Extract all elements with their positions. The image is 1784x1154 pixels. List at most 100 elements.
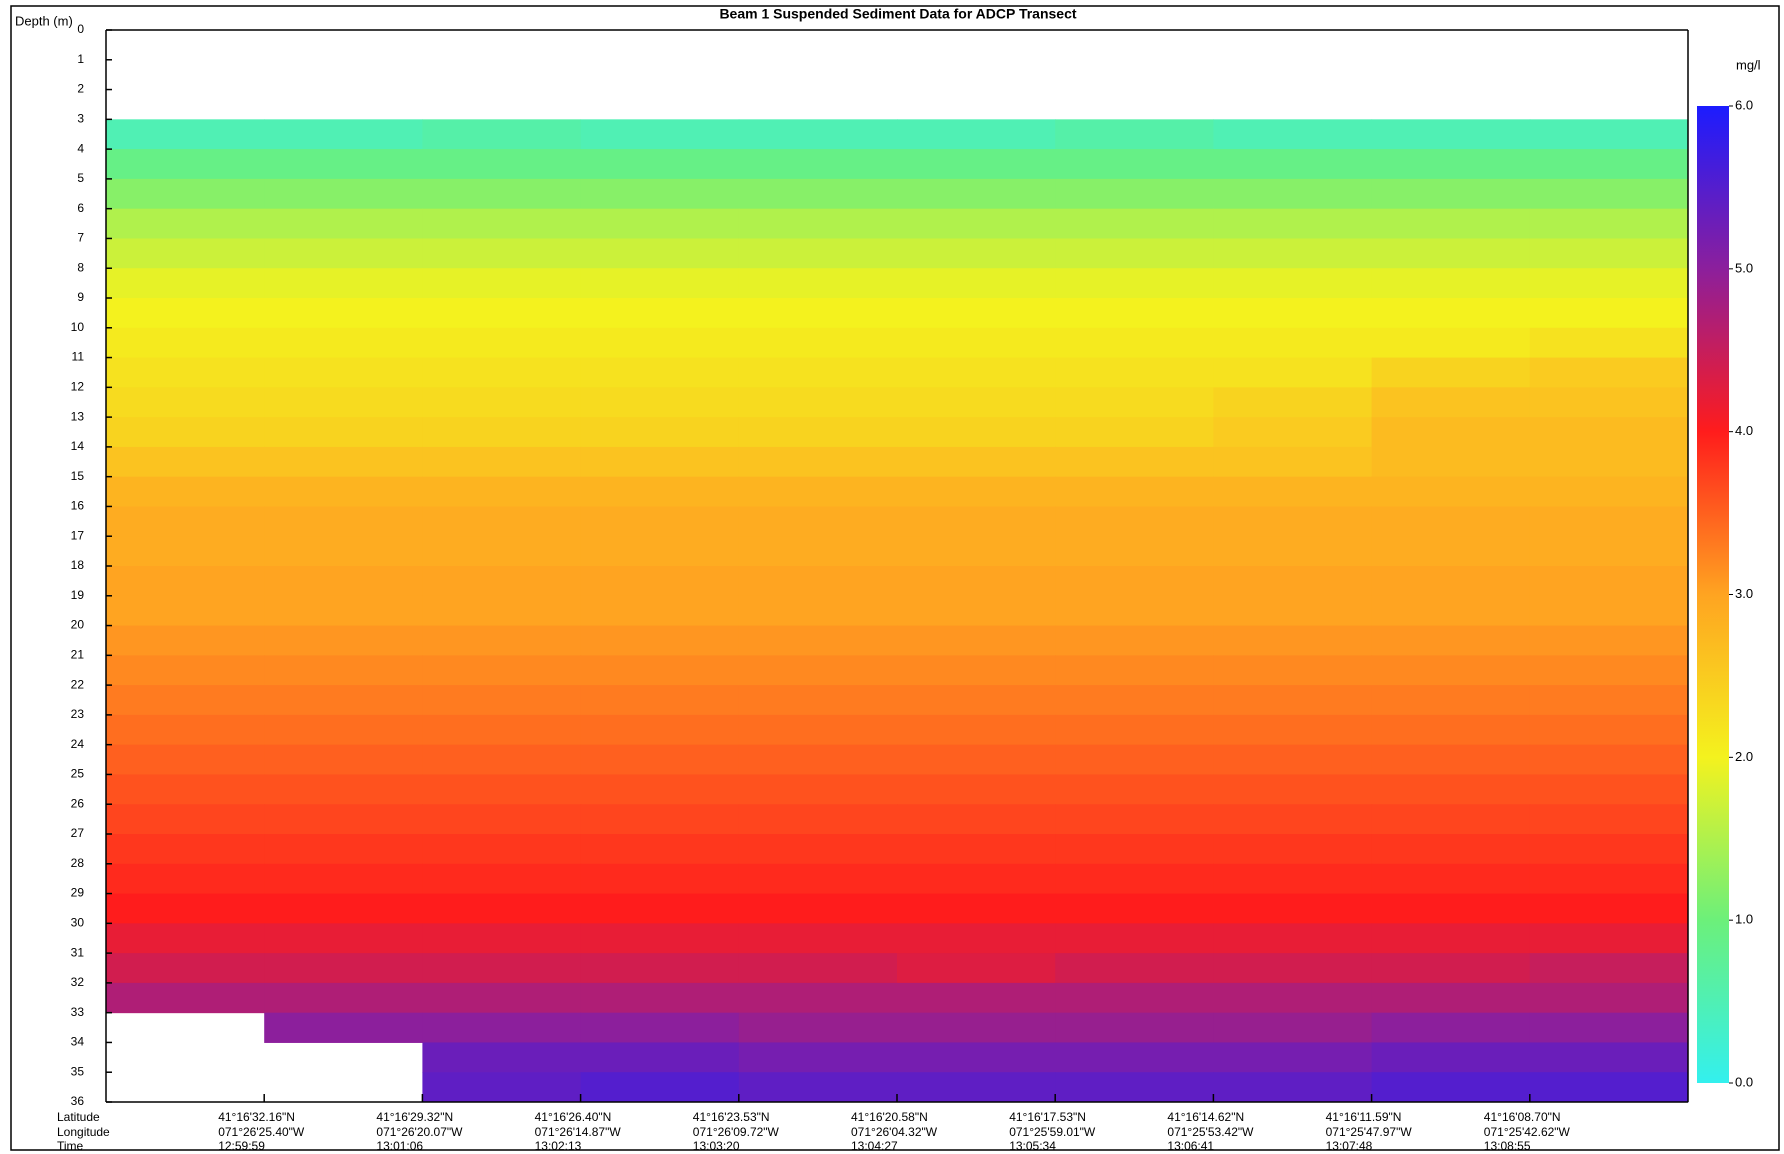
heatmap-cell bbox=[422, 298, 582, 329]
heatmap-cell bbox=[1213, 417, 1373, 448]
y-tick-label: 3 bbox=[77, 112, 84, 126]
heatmap-cell bbox=[1213, 1042, 1373, 1073]
heatmap-cell bbox=[897, 982, 1056, 1014]
y-tick-label: 7 bbox=[77, 231, 84, 245]
heatmap-cell bbox=[897, 268, 1056, 299]
heatmap-cell bbox=[1529, 119, 1689, 150]
heatmap-cell bbox=[1213, 655, 1373, 686]
heatmap-cell bbox=[580, 655, 740, 686]
heatmap-cell bbox=[1529, 208, 1689, 239]
y-tick-label: 16 bbox=[71, 499, 85, 513]
heatmap-cell bbox=[580, 387, 740, 418]
heatmap-cell bbox=[106, 804, 265, 835]
x-tick-time: 13:03:20 bbox=[693, 1139, 740, 1153]
heatmap-cell bbox=[106, 982, 265, 1014]
y-tick-label: 18 bbox=[71, 558, 85, 572]
x-tick-longitude: 071°26'25.40"W bbox=[218, 1125, 305, 1139]
heatmap-cell bbox=[1213, 1012, 1373, 1043]
heatmap-cell bbox=[1371, 446, 1531, 478]
heatmap-cell bbox=[264, 506, 423, 537]
heatmap-cell bbox=[1213, 804, 1373, 835]
y-tick-label: 23 bbox=[71, 707, 85, 721]
heatmap-cell bbox=[1213, 446, 1373, 478]
heatmap-cell bbox=[1213, 387, 1373, 418]
heatmap-cell bbox=[580, 476, 740, 507]
heatmap-cell bbox=[1055, 923, 1214, 954]
heatmap-cell bbox=[1055, 327, 1214, 359]
x-tick-time: 12:59:59 bbox=[218, 1139, 265, 1153]
heatmap-cell bbox=[264, 446, 423, 478]
heatmap-cell bbox=[1213, 1072, 1373, 1103]
heatmap-cell bbox=[1371, 625, 1531, 656]
heatmap-cell bbox=[1055, 834, 1214, 865]
heatmap-cell bbox=[580, 417, 740, 448]
heatmap-cell bbox=[1529, 417, 1689, 448]
heatmap-cell bbox=[1529, 863, 1689, 895]
heatmap-cell bbox=[106, 744, 265, 775]
heatmap-cell bbox=[738, 417, 898, 448]
heatmap-cell bbox=[422, 893, 582, 924]
chart-title: Beam 1 Suspended Sediment Data for ADCP … bbox=[719, 6, 1076, 22]
heatmap-cell bbox=[264, 625, 423, 656]
heatmap-cell bbox=[1371, 804, 1531, 835]
heatmap-cell bbox=[264, 476, 423, 507]
heatmap-cell bbox=[1055, 953, 1214, 984]
heatmap-cell bbox=[897, 953, 1056, 984]
heatmap-cell bbox=[1371, 327, 1531, 359]
heatmap-cell bbox=[580, 1012, 740, 1043]
x-tick-longitude: 071°26'14.87"W bbox=[535, 1125, 622, 1139]
heatmap-cell bbox=[1055, 982, 1214, 1014]
heatmap-cell bbox=[1213, 744, 1373, 775]
heatmap-cell bbox=[1371, 506, 1531, 537]
heatmap-cell bbox=[106, 446, 265, 478]
heatmap-cell bbox=[897, 1072, 1056, 1103]
heatmap-cell bbox=[897, 327, 1056, 359]
heatmap-cell bbox=[422, 566, 582, 597]
heatmap-cell bbox=[106, 119, 265, 150]
x-tick-time: 13:02:13 bbox=[535, 1139, 582, 1153]
heatmap-cell bbox=[1529, 298, 1689, 329]
heatmap-cell bbox=[422, 417, 582, 448]
heatmap-cell bbox=[580, 268, 740, 299]
heatmap-cell bbox=[580, 953, 740, 984]
heatmap-cell bbox=[1055, 1012, 1214, 1043]
heatmap-cell bbox=[1371, 923, 1531, 954]
heatmap-cell bbox=[1529, 774, 1689, 805]
heatmap-cell bbox=[897, 714, 1056, 746]
x-tick-latitude: 41°16'29.32"N bbox=[376, 1110, 453, 1124]
heatmap-cell bbox=[422, 923, 582, 954]
heatmap-cell bbox=[897, 387, 1056, 418]
heatmap-cell bbox=[897, 178, 1056, 210]
heatmap-cell bbox=[1213, 714, 1373, 746]
heatmap-cell bbox=[1213, 506, 1373, 537]
heatmap-cell bbox=[1055, 149, 1214, 180]
y-tick-label: 30 bbox=[71, 916, 85, 930]
heatmap-cell bbox=[738, 685, 898, 716]
colorbar-tick-label: 6.0 bbox=[1735, 97, 1753, 112]
heatmap-cell bbox=[264, 417, 423, 448]
heatmap-cell bbox=[106, 149, 265, 180]
frame bbox=[10, 5, 1780, 1151]
heatmap-cell bbox=[738, 446, 898, 478]
heatmap-cell bbox=[422, 595, 582, 627]
heatmap-cell bbox=[580, 1072, 740, 1103]
y-tick-label: 2 bbox=[77, 82, 84, 96]
heatmap-cell bbox=[897, 208, 1056, 239]
heatmap-cell bbox=[580, 1042, 740, 1073]
heatmap-cell bbox=[1055, 238, 1214, 269]
heatmap-cell bbox=[1213, 357, 1373, 388]
heatmap-cell bbox=[580, 327, 740, 359]
heatmap-cell bbox=[1371, 536, 1531, 567]
heatmap-cell bbox=[264, 685, 423, 716]
heatmap-cell bbox=[1055, 387, 1214, 418]
heatmap-cell bbox=[422, 982, 582, 1014]
heatmap-cell bbox=[264, 655, 423, 686]
heatmap-cell bbox=[738, 1012, 898, 1043]
heatmap-cell bbox=[264, 387, 423, 418]
y-tick-label: 12 bbox=[71, 380, 85, 394]
heatmap-cell bbox=[1371, 774, 1531, 805]
heatmap-cell bbox=[897, 476, 1056, 507]
y-tick-label: 11 bbox=[72, 350, 85, 364]
heatmap-cell bbox=[106, 655, 265, 686]
